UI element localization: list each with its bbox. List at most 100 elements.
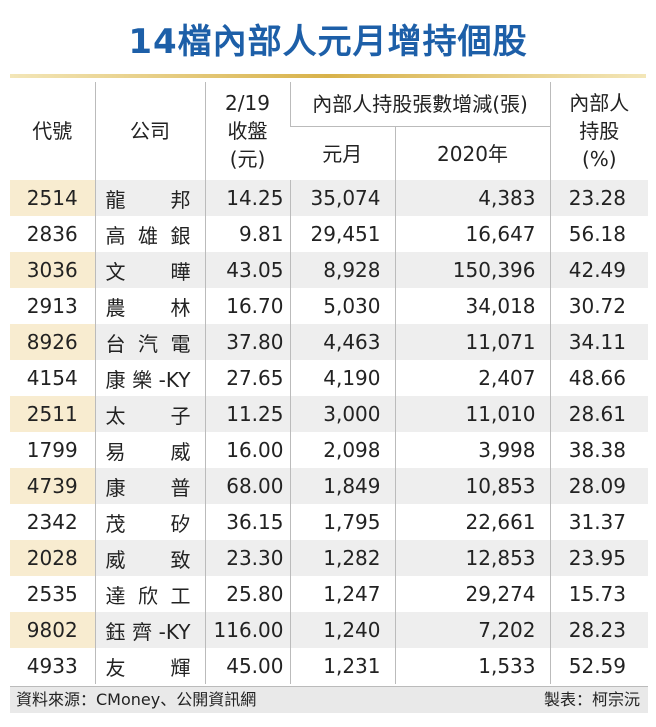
company-name: 達欣工	[105, 583, 191, 608]
cell-change-2020: 3,998	[394, 432, 551, 468]
cell-company: 康普	[94, 468, 205, 504]
header-line: 持股	[579, 119, 620, 143]
header-line: 內部人	[569, 91, 630, 115]
header-close: 2/19 收盤 (元)	[204, 82, 290, 180]
cell-code: 2836	[26, 222, 78, 246]
cell-holding-pct: 28.09	[549, 468, 649, 504]
company-name: 鈺齊-KY	[105, 619, 191, 644]
row: 9802 鈺齊-KY 116.00 1,240 7,202 28.23	[10, 612, 649, 648]
cell-close: 23.30	[204, 540, 290, 576]
cell-jan-change: 8,928	[289, 252, 395, 288]
cell-jan-change: 35,074	[289, 180, 395, 216]
cell-jan-change: 29,451	[289, 216, 395, 252]
cell-change-2020: 12,853	[394, 540, 551, 576]
cell-company: 太子	[94, 396, 205, 432]
footer: 資料來源：CMoney、公開資訊網 製表：柯宗沅	[10, 686, 648, 713]
header-change-group: 內部人持股張數增減(張)	[289, 82, 551, 127]
cell-holding-pct: 56.18	[549, 216, 649, 252]
company-name: 太子	[105, 403, 191, 428]
cell-change-2020: 11,071	[394, 324, 551, 360]
cell-jan-change: 1,240	[289, 612, 395, 648]
cell-change-2020: 7,202	[394, 612, 551, 648]
cell-change-2020: 29,274	[394, 576, 551, 612]
header-line: (元)	[229, 147, 266, 171]
table: 代號 公司 2/19 收盤 (元) 內部人持股張數增減(張) 內部人 持股 (%…	[10, 82, 649, 684]
cell-company: 鈺齊-KY	[94, 612, 205, 648]
cell-change-2020: 34,018	[394, 288, 551, 324]
company-name: 友輝	[105, 655, 191, 680]
header-line: 收盤	[227, 119, 268, 143]
cell-company: 龍邦	[94, 180, 205, 216]
header-jan: 元月	[322, 141, 363, 166]
source: 資料來源：CMoney、公開資訊網	[16, 690, 257, 709]
row: 2028 威致 23.30 1,282 12,853 23.95	[10, 540, 649, 576]
cell-close: 27.65	[204, 360, 290, 396]
cell-company: 易威	[94, 432, 205, 468]
cell-close: 9.81	[204, 216, 290, 252]
cell-close: 16.00	[204, 432, 290, 468]
cell-company: 台汽電	[94, 324, 205, 360]
cell-holding-pct: 23.28	[549, 180, 649, 216]
row: 2514 龍邦 14.25 35,074 4,383 23.28	[10, 180, 649, 216]
cell-jan-change: 4,463	[289, 324, 395, 360]
cell-company: 康樂-KY	[94, 360, 205, 396]
cell-code: 2514	[10, 180, 95, 216]
cell-company: 達欣工	[94, 576, 205, 612]
cell-code: 2535	[26, 582, 78, 606]
cell-code: 4933	[26, 654, 78, 678]
cell-code: 9802	[10, 612, 95, 648]
cell-code: 2913	[26, 294, 78, 318]
company-name: 高雄銀	[105, 223, 191, 248]
row: 4933 友輝 45.00 1,231 1,533 52.59	[10, 648, 649, 684]
cell-close: 36.15	[204, 504, 290, 540]
cell-holding-pct: 28.23	[549, 612, 649, 648]
cell-jan-change: 1,247	[289, 576, 395, 612]
cell-close: 43.05	[204, 252, 290, 288]
cell-close: 14.25	[204, 180, 290, 216]
cell-company: 茂矽	[94, 504, 205, 540]
cell-code: 2028	[10, 540, 95, 576]
cell-close: 16.70	[204, 288, 290, 324]
cell-holding-pct: 15.73	[549, 576, 649, 612]
row: 8926 台汽電 37.80 4,463 11,071 34.11	[10, 324, 649, 360]
cell-code: 2342	[26, 510, 78, 534]
author: 製表：柯宗沅	[543, 690, 640, 709]
cell-jan-change: 1,282	[289, 540, 395, 576]
cell-jan-change: 2,098	[289, 432, 395, 468]
row: 2913 農林 16.70 5,030 34,018 30.72	[10, 288, 649, 324]
company-name: 康樂-KY	[105, 367, 191, 392]
cell-holding-pct: 28.61	[549, 396, 649, 432]
company-name: 農林	[105, 295, 191, 320]
cell-close: 11.25	[204, 396, 290, 432]
cell-company: 威致	[94, 540, 205, 576]
table-body: 2514 龍邦 14.25 35,074 4,383 23.28 2836 高雄銀 9.81 29…	[10, 180, 649, 684]
row: 2836 高雄銀 9.81 29,451 16,647 56.18	[10, 216, 649, 252]
cell-jan-change: 5,030	[289, 288, 395, 324]
cell-holding-pct: 30.72	[549, 288, 649, 324]
cell-close: 68.00	[204, 468, 290, 504]
cell-holding-pct: 34.11	[549, 324, 649, 360]
header-company: 公司	[94, 82, 205, 180]
cell-change-2020: 2,407	[394, 360, 551, 396]
cell-change-2020: 150,396	[394, 252, 551, 288]
cell-holding-pct: 31.37	[549, 504, 649, 540]
cell-close: 25.80	[204, 576, 290, 612]
cell-close: 45.00	[204, 648, 290, 684]
header-holding: 內部人 持股 (%)	[549, 82, 649, 180]
cell-company: 高雄銀	[94, 216, 205, 252]
cell-code: 4739	[10, 468, 95, 504]
header-2020: 2020年	[394, 126, 551, 180]
cell-jan-change: 3,000	[289, 396, 395, 432]
header-line: 2/19	[225, 91, 270, 115]
cell-jan-change: 1,849	[289, 468, 395, 504]
cell-jan-change: 1,795	[289, 504, 395, 540]
row: 1799 易威 16.00 2,098 3,998 38.38	[10, 432, 649, 468]
cell-holding-pct: 38.38	[549, 432, 649, 468]
cell-code: 4154	[26, 366, 78, 390]
company-name: 易威	[105, 439, 191, 464]
cell-change-2020: 4,383	[394, 180, 551, 216]
company-name: 茂矽	[105, 511, 191, 536]
cell-code: 1799	[26, 438, 78, 462]
row: 2535 達欣工 25.80 1,247 29,274 15.73	[10, 576, 649, 612]
row: 3036 文曄 43.05 8,928 150,396 42.49	[10, 252, 649, 288]
